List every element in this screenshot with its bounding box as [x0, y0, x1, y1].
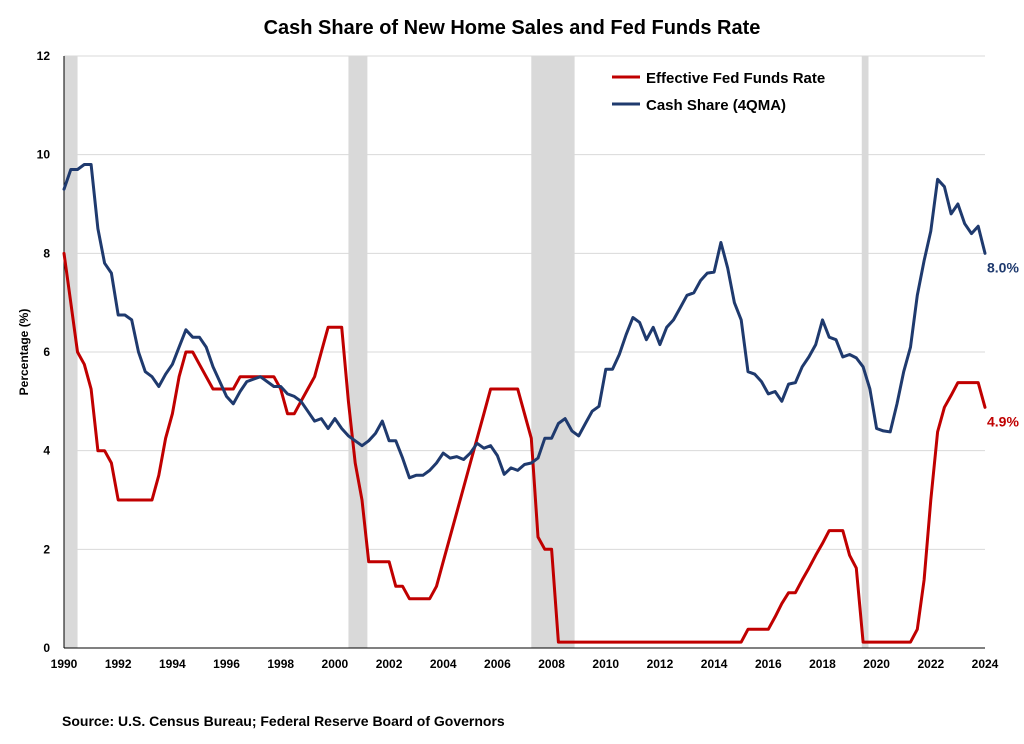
- end-label-1: 8.0%: [987, 259, 1019, 275]
- y-tick-label: 2: [43, 542, 50, 556]
- legend: Effective Fed Funds Rate Cash Share (4QMA…: [612, 70, 825, 114]
- y-axis-label: Percentage (%): [17, 309, 31, 396]
- x-tick-label: 2010: [592, 657, 619, 671]
- x-tick-label: 2014: [701, 657, 728, 671]
- axes: [63, 56, 985, 649]
- chart-title: Cash Share of New Home Sales and Fed Fun…: [264, 17, 761, 39]
- gridlines: [64, 55, 985, 550]
- x-tick-label: 2008: [538, 657, 565, 671]
- x-tick-label: 2022: [917, 657, 944, 671]
- y-tick-label: 0: [43, 641, 50, 655]
- y-tick-label: 10: [37, 148, 51, 162]
- x-tick-label: 1992: [105, 657, 132, 671]
- x-tick-label: 1990: [51, 657, 78, 671]
- x-tick-label: 1996: [213, 657, 240, 671]
- x-tick-label: 2020: [863, 657, 890, 671]
- tick-labels: 0 2 4 6 8 10 12 1990 1992 1994 1996 1998 2000 2002 200…: [37, 49, 999, 671]
- y-tick-label: 12: [37, 49, 51, 63]
- x-tick-label: 1998: [267, 657, 294, 671]
- x-tick-label: 2002: [376, 657, 403, 671]
- end-labels: 4.9% 8.0%: [987, 259, 1019, 429]
- x-tick-label: 1994: [159, 657, 186, 671]
- y-tick-label: 8: [43, 246, 50, 260]
- x-tick-label: 2024: [972, 657, 999, 671]
- y-tick-label: 6: [43, 345, 50, 359]
- y-tick-label: 4: [43, 444, 50, 458]
- end-label-0: 4.9%: [987, 413, 1019, 429]
- x-tick-label: 2006: [484, 657, 511, 671]
- series-line-1: [62, 163, 987, 480]
- x-tick-label: 2018: [809, 657, 836, 671]
- source-note: Source: U.S. Census Bureau; Federal Rese…: [62, 713, 505, 729]
- x-tick-label: 2012: [647, 657, 674, 671]
- legend-label-0: Effective Fed Funds Rate: [646, 70, 825, 87]
- series-line-0: [62, 251, 987, 644]
- series-lines: [62, 163, 987, 644]
- x-tick-label: 2000: [322, 657, 349, 671]
- legend-label-1: Cash Share (4QMA): [646, 97, 786, 114]
- x-tick-label: 2004: [430, 657, 457, 671]
- x-tick-label: 2016: [755, 657, 782, 671]
